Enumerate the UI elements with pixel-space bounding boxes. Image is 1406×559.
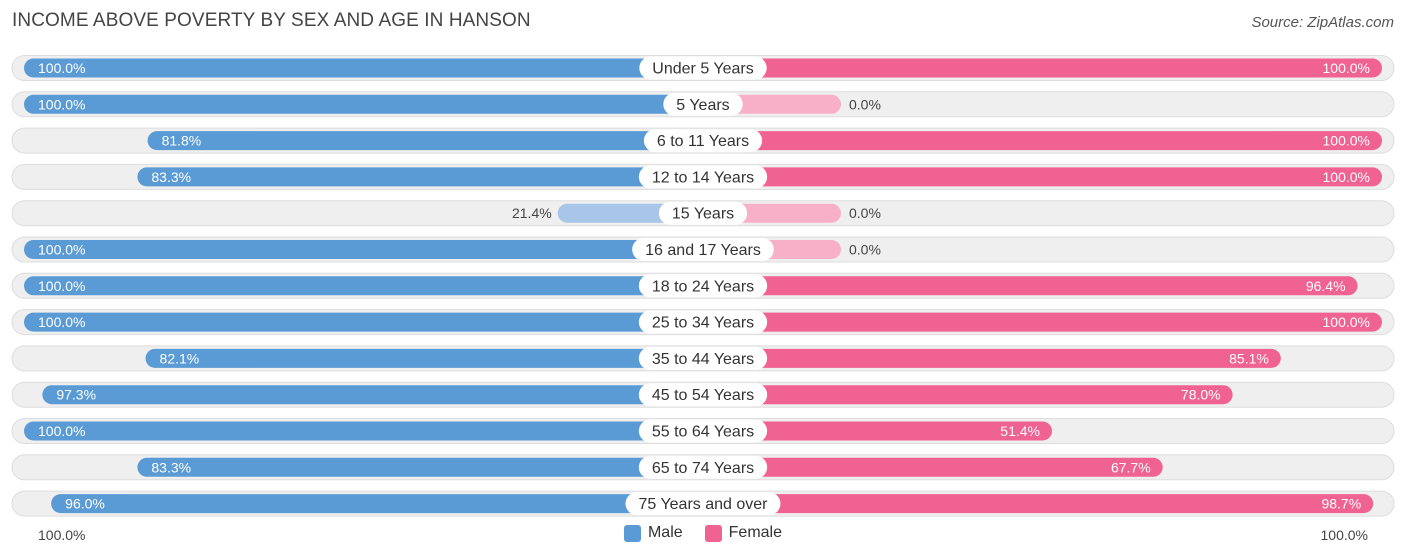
category-label-pill	[638, 274, 768, 298]
value-label-female: 0.0%	[849, 242, 881, 258]
legend-label-male: Male	[647, 524, 683, 541]
bar-female	[703, 312, 1382, 332]
legend-swatch-female	[704, 524, 722, 542]
value-label-male: 96.0%	[65, 496, 105, 512]
value-label-female: 0.0%	[849, 205, 881, 221]
legend-item-female[interactable]: Female	[704, 524, 783, 542]
bar-chart: 100.0% 100.0% Under 5 Years 100.0% 0.0% 5 Yea…	[11, 55, 1395, 517]
value-label-female: 0.0%	[849, 96, 881, 112]
value-label-female: 100.0%	[1323, 314, 1370, 330]
category-label-pill	[638, 455, 768, 479]
category-label-pill	[639, 56, 767, 80]
legend-swatch-male	[623, 524, 641, 542]
category-label-pill	[663, 92, 743, 116]
value-label-female: 100.0%	[1323, 169, 1370, 185]
category-label: 65 to 74 Years	[652, 460, 754, 477]
row-12: 96.0% 98.7%	[11, 490, 1395, 517]
category-label: 5 Years	[676, 97, 729, 114]
legend-item-male[interactable]: Male	[623, 524, 683, 542]
bar-female	[703, 385, 1233, 405]
chart-title: INCOME ABOVE POVERTY BY SEX AND AGE IN H…	[12, 10, 531, 31]
category-label-pill	[638, 383, 768, 407]
value-label-female: 100.0%	[1323, 60, 1370, 76]
bar-male	[24, 421, 703, 441]
category-label: 16 and 17 Years	[645, 242, 761, 259]
source-credit: Source: ZipAtlas.com	[1251, 14, 1394, 31]
bar-male	[24, 94, 703, 114]
category-label: 18 to 24 Years	[652, 278, 754, 295]
value-label-male: 100.0%	[38, 423, 85, 439]
bar-female	[703, 276, 1358, 296]
bar-male	[24, 58, 703, 78]
category-label: 75 Years and over	[639, 496, 769, 513]
value-label-male: 97.3%	[56, 387, 96, 403]
category-label-pill	[625, 492, 781, 516]
bar-female	[703, 348, 1281, 368]
bar-male	[24, 276, 703, 296]
bar-male	[137, 457, 703, 477]
value-label-male: 83.3%	[151, 169, 191, 185]
category-label-pill	[643, 129, 763, 153]
value-label-male: 83.3%	[151, 459, 191, 475]
bar-male	[42, 385, 703, 405]
bar-male	[145, 348, 703, 368]
legend-label-female: Female	[728, 524, 783, 541]
category-label: 45 to 54 Years	[652, 387, 754, 404]
bar-female	[703, 457, 1163, 477]
axis-right-label: 100.0%	[1320, 527, 1368, 543]
value-label-female: 51.4%	[1000, 423, 1040, 439]
value-label-male: 100.0%	[38, 60, 85, 76]
value-label-female: 85.1%	[1229, 350, 1269, 366]
bar-male	[137, 167, 703, 187]
legend: Male Female	[0, 524, 1406, 542]
bar-female	[703, 167, 1382, 187]
category-label-pill	[632, 238, 774, 261]
category-label: 12 to 14 Years	[652, 169, 754, 186]
value-label-male: 81.8%	[162, 133, 202, 149]
category-label-pill	[658, 201, 748, 225]
value-label-male: 100.0%	[38, 278, 85, 294]
axis-left-label: 100.0%	[38, 527, 86, 543]
value-label-female: 78.0%	[1181, 387, 1221, 403]
category-label: Under 5 Years	[652, 61, 753, 78]
value-label-female: 100.0%	[1323, 133, 1370, 149]
bar-female	[703, 58, 1382, 78]
category-label-pill	[638, 310, 768, 334]
category-label: 35 to 44 Years	[652, 351, 754, 368]
value-label-female: 67.7%	[1111, 459, 1151, 475]
value-label-male: 100.0%	[38, 242, 85, 258]
category-label: 15 Years	[672, 206, 734, 223]
category-label: 55 to 64 Years	[652, 424, 754, 441]
bar-male	[147, 131, 703, 151]
bar-male	[24, 312, 703, 332]
category-label-pill	[638, 165, 768, 189]
bar-male	[51, 494, 704, 514]
value-label-male: 100.0%	[38, 96, 85, 112]
category-label: 25 to 34 Years	[652, 315, 754, 332]
bar-female	[703, 131, 1382, 151]
bar-male	[24, 240, 703, 259]
category-label-pill	[638, 346, 768, 370]
value-label-female: 96.4%	[1306, 278, 1346, 294]
value-label-male: 21.4%	[512, 205, 552, 221]
value-label-male: 100.0%	[38, 314, 85, 330]
value-label-female: 98.7%	[1321, 496, 1361, 512]
category-label: 6 to 11 Years	[657, 133, 749, 150]
value-label-male: 82.1%	[160, 350, 200, 366]
category-label-pill	[638, 419, 768, 443]
bar-female	[703, 421, 1053, 441]
row-8: 82.1% 85.1%	[11, 345, 1395, 372]
bar-female	[703, 494, 1374, 514]
